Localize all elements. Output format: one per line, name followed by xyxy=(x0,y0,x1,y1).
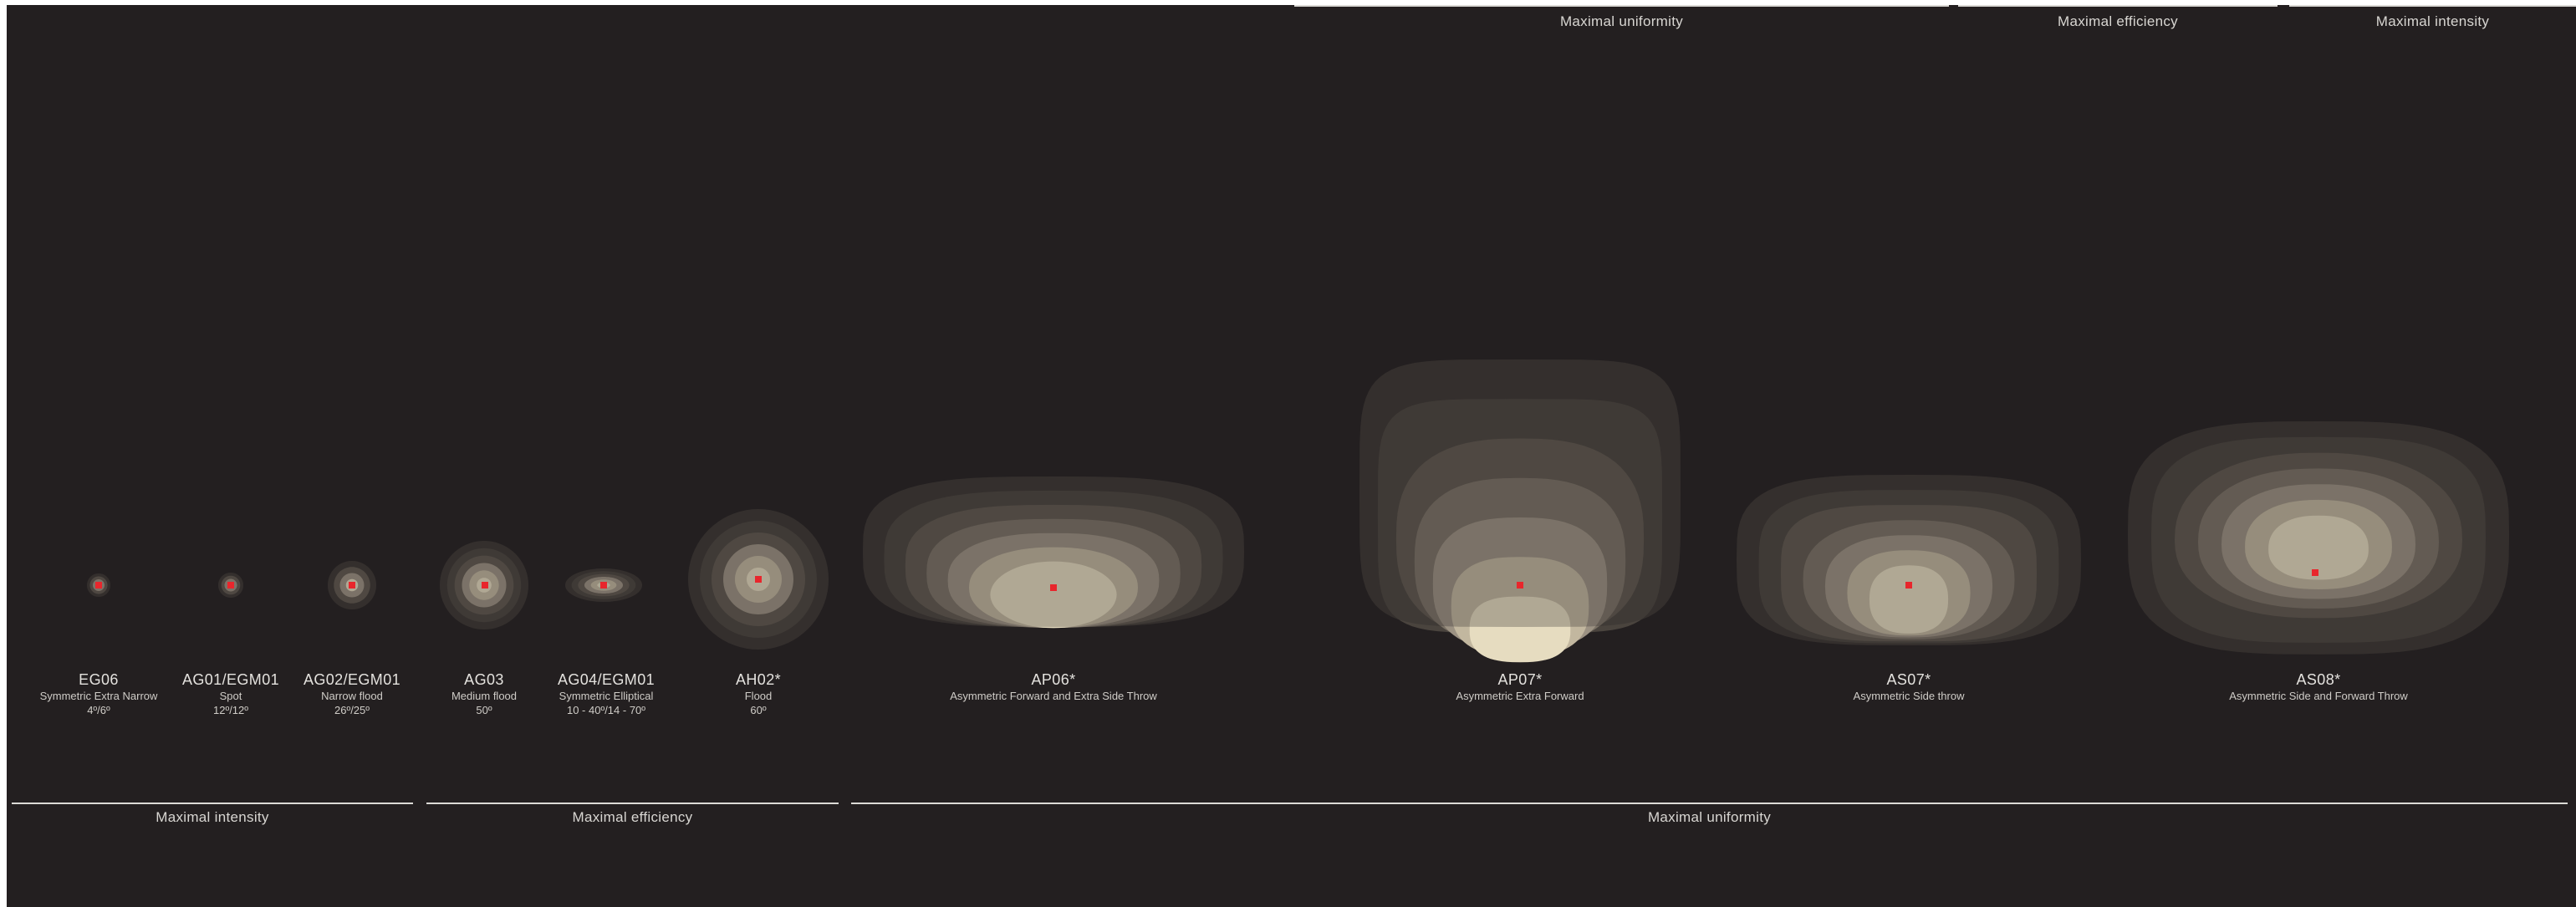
light-source-marker xyxy=(600,582,607,589)
optic-beam-angle: 60º xyxy=(633,703,884,717)
optic-caption: AH02* Flood 60º xyxy=(633,670,884,717)
beam-pattern-ah02 xyxy=(688,509,829,650)
beam-grid-texture xyxy=(2128,421,2509,655)
beam-pattern-ap07 xyxy=(1359,359,1681,662)
beam-pattern-ap06 xyxy=(863,476,1244,628)
beam-pattern-ag01-egm01 xyxy=(218,573,243,598)
bottom-rule-uniformity xyxy=(851,803,2568,804)
bottom-group-label-efficiency: Maximal efficiency xyxy=(426,809,839,826)
beam-pattern-as08 xyxy=(2128,421,2509,655)
beam-grid-texture xyxy=(1737,475,2081,645)
optic-code: AS08* xyxy=(2193,670,2444,689)
optic-caption: AS07* Asymmetric Side throw xyxy=(1783,670,2034,703)
beam-pattern-ag03 xyxy=(440,541,528,629)
optic-description: Asymmetric Extra Forward xyxy=(1395,689,1645,703)
beam-pattern-as07 xyxy=(1737,475,2081,645)
light-source-marker xyxy=(95,582,102,589)
beam-pattern-eg06 xyxy=(87,573,110,597)
beam-pattern-ag04-egm01 xyxy=(565,568,642,602)
optic-caption: AP07* Asymmetric Extra Forward xyxy=(1395,670,1645,703)
bottom-group-label-intensity: Maximal intensity xyxy=(12,809,413,826)
bottom-rule-intensity xyxy=(12,803,413,804)
optic-code: AP07* xyxy=(1395,670,1645,689)
optic-code: AH02* xyxy=(633,670,884,689)
light-source-marker xyxy=(1517,582,1523,589)
light-source-marker xyxy=(349,582,355,589)
optic-caption: AS08* Asymmetric Side and Forward Throw xyxy=(2193,670,2444,703)
bottom-rule-efficiency xyxy=(426,803,839,804)
light-source-marker xyxy=(482,582,488,589)
beam-pattern-svg xyxy=(7,5,2576,907)
light-source-marker xyxy=(1905,582,1912,589)
optic-code: AS07* xyxy=(1783,670,2034,689)
optic-description: Asymmetric Forward and Extra Side Throw xyxy=(928,689,1179,703)
beam-pattern-ag02-egm01 xyxy=(328,561,376,609)
light-source-marker xyxy=(227,582,234,589)
light-source-marker xyxy=(755,576,762,583)
optic-caption: AP06* Asymmetric Forward and Extra Side T… xyxy=(928,670,1179,703)
light-source-marker xyxy=(1050,584,1057,591)
beam-grid-texture xyxy=(863,476,1244,627)
optic-description: Asymmetric Side and Forward Throw xyxy=(2193,689,2444,703)
bottom-group-label-uniformity: Maximal uniformity xyxy=(851,809,2568,826)
optic-description: Asymmetric Side throw xyxy=(1783,689,2034,703)
beam-pattern-panel: Maximal uniformity Maximal efficiency Ma… xyxy=(7,5,2576,907)
light-source-marker xyxy=(2312,569,2318,576)
optic-description: Flood xyxy=(633,689,884,703)
optic-code: AP06* xyxy=(928,670,1179,689)
